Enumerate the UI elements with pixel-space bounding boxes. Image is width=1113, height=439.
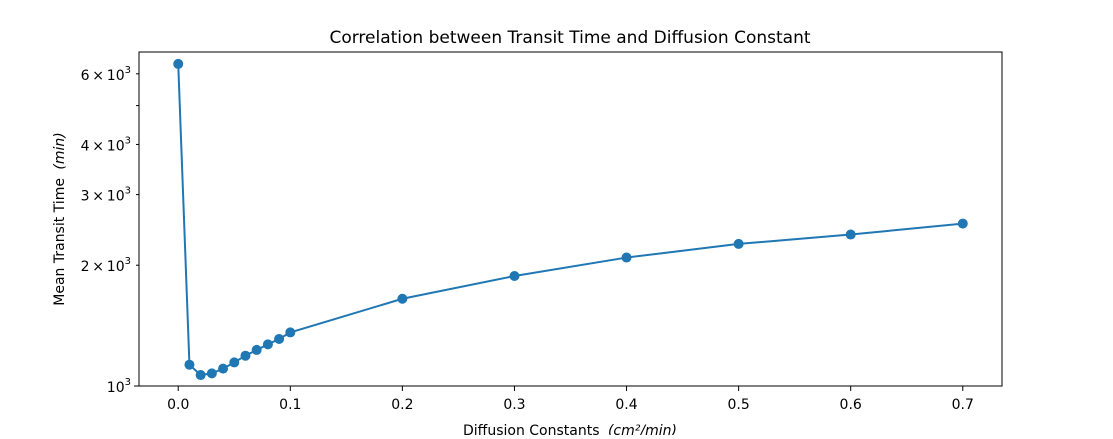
data-point	[218, 363, 229, 374]
chart-title: Correlation between Transit Time and Dif…	[329, 28, 810, 48]
data-point	[274, 333, 285, 344]
y-axis-label: Mean Transit Time (min)	[52, 132, 68, 305]
x-tick-label: 0.2	[391, 397, 413, 413]
x-axis-label-text: Diffusion Constants	[463, 423, 600, 435]
plot-frame	[138, 51, 1003, 387]
data-point	[206, 368, 217, 379]
data-point	[184, 359, 195, 370]
data-point	[262, 339, 273, 350]
y-tick-label: 3 × 103	[81, 186, 131, 205]
data-point	[285, 327, 296, 338]
y-tick-label: 103	[107, 377, 131, 396]
x-axis: 0.0 0.1 0.2 0.3 0.4 0.5 0.6 0.7	[167, 386, 974, 413]
series	[173, 58, 968, 381]
y-tick-label: 4 × 103	[81, 135, 131, 154]
x-tick-label: 0.1	[279, 397, 301, 413]
y-axis: 103 2 × 103 3 × 103 4 × 103 6 × 103	[81, 65, 139, 396]
data-point	[509, 271, 520, 282]
data-point	[251, 344, 262, 355]
data-point	[195, 370, 206, 381]
data-point	[240, 350, 251, 361]
data-point	[173, 58, 184, 69]
x-axis-label-unit: (cm²/min)	[608, 423, 677, 435]
y-tick-label: 6 × 103	[81, 65, 131, 84]
x-axis-label: Diffusion Constants (cm²/min)	[463, 423, 677, 435]
x-tick-label: 0.4	[615, 397, 637, 413]
x-tick-label: 0.3	[503, 397, 525, 413]
data-point	[397, 293, 408, 304]
y-axis-label-text: Mean Transit Time	[52, 178, 68, 306]
x-tick-label: 0.0	[167, 397, 189, 413]
data-point	[733, 238, 744, 249]
x-tick-label: 0.5	[727, 397, 749, 413]
data-point	[229, 357, 240, 368]
x-tick-label: 0.7	[952, 397, 974, 413]
x-tick-label: 0.6	[840, 397, 862, 413]
y-tick-label: 2 × 103	[81, 256, 131, 275]
y-axis-label-unit: (min)	[52, 132, 68, 169]
series-line	[177, 63, 963, 377]
data-point	[957, 218, 968, 229]
data-point	[845, 229, 856, 240]
data-point	[621, 252, 632, 263]
